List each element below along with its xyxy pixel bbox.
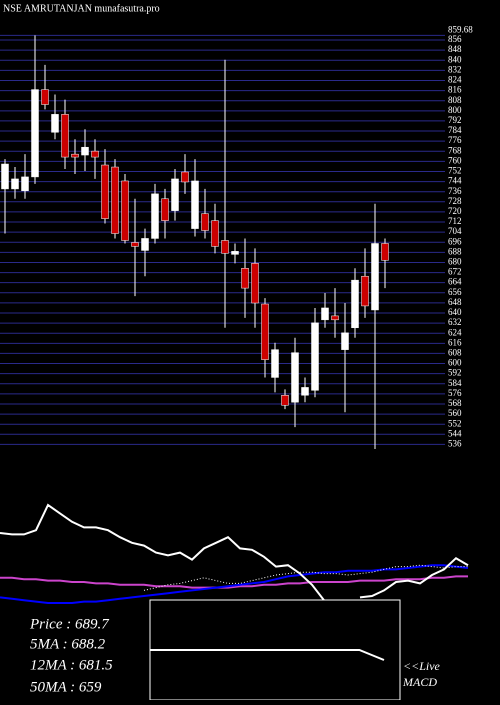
y-tick-label: 808: [448, 95, 462, 105]
candle-body: [61, 114, 69, 158]
y-tick-label: 672: [448, 267, 462, 277]
y-tick-label: 712: [448, 216, 462, 226]
indicator-line: [0, 575, 468, 589]
indicator-line: [0, 564, 469, 604]
candle-body: [31, 89, 39, 178]
candle-body: [121, 180, 129, 241]
y-tick-label: 848: [448, 44, 462, 54]
candle-body: [351, 279, 359, 329]
y-tick-label: 832: [448, 64, 462, 74]
candle-body: [301, 387, 309, 396]
y-tick-label: 816: [448, 85, 462, 95]
candle-body: [71, 153, 79, 158]
y-tick-label: 744: [448, 176, 462, 186]
y-tick-label: 568: [448, 398, 462, 408]
chart-title: NSE AMRUTANJAN munafasutra.pro: [3, 3, 160, 14]
y-tick-label: 624: [448, 327, 462, 337]
candle-body: [221, 240, 229, 254]
y-tick-label: 640: [448, 307, 462, 317]
y-tick-label: 840: [448, 54, 462, 64]
candle-body: [241, 268, 249, 289]
candle-body: [231, 251, 239, 255]
candle-body: [261, 303, 269, 360]
indicator-line: [143, 564, 468, 591]
y-tick-label: 560: [448, 408, 462, 418]
y-tick-label: 752: [448, 166, 462, 176]
y-tick-label: 760: [448, 155, 462, 165]
candle-body: [271, 349, 279, 378]
y-tick-label: 856: [448, 34, 462, 44]
candle-body: [141, 238, 149, 251]
candle-body: [1, 163, 9, 190]
info-50ma: 50MA : 659: [30, 679, 102, 695]
candle-body: [361, 275, 369, 307]
candle-body: [161, 198, 169, 221]
y-tick-label: 824: [448, 75, 462, 85]
y-tick-label: 592: [448, 368, 462, 378]
candle-body: [171, 178, 179, 211]
annotation: MACD: [402, 675, 437, 689]
candle-body: [21, 176, 29, 192]
candle-body: [291, 352, 299, 403]
y-tick-label: 859.68: [448, 24, 473, 34]
candle-body: [151, 193, 159, 239]
candle-body: [11, 178, 19, 190]
y-tick-label: 680: [448, 257, 462, 267]
candle-body: [101, 164, 109, 219]
y-tick-label: 536: [448, 438, 462, 448]
y-tick-label: 648: [448, 297, 462, 307]
candle-body: [321, 307, 329, 321]
candle-body: [311, 322, 319, 391]
candle-body: [111, 166, 119, 234]
info-price: Price : 689.7: [29, 616, 110, 632]
candle-body: [191, 180, 199, 229]
candle-body: [371, 243, 379, 311]
info-12ma: 12MA : 681.5: [30, 657, 113, 673]
y-tick-label: 696: [448, 236, 462, 246]
y-tick-label: 800: [448, 105, 462, 115]
annotation: <<Live: [403, 659, 441, 673]
candle-body: [51, 114, 59, 133]
candle-body: [281, 395, 289, 406]
y-tick-label: 720: [448, 206, 462, 216]
y-tick-label: 728: [448, 196, 462, 206]
y-tick-label: 736: [448, 186, 462, 196]
candle-body: [41, 89, 49, 105]
y-tick-label: 768: [448, 145, 462, 155]
y-tick-label: 608: [448, 347, 462, 357]
y-tick-label: 792: [448, 115, 462, 125]
indicator-panel: [0, 503, 469, 604]
info-5ma: 5MA : 688.2: [30, 636, 106, 652]
candle-body: [81, 146, 89, 156]
y-tick-label: 776: [448, 135, 462, 145]
candle-body: [211, 220, 219, 247]
y-tick-label: 576: [448, 388, 462, 398]
candle-body: [201, 213, 209, 231]
candle-panel: 859.688568488408328248168088007927847767…: [0, 24, 473, 449]
candle-body: [381, 243, 389, 261]
y-tick-label: 656: [448, 287, 462, 297]
indicator-line: [0, 503, 469, 601]
y-tick-label: 784: [448, 125, 462, 135]
y-tick-label: 632: [448, 317, 462, 327]
y-tick-label: 552: [448, 418, 462, 428]
candle-body: [331, 315, 339, 321]
y-tick-label: 616: [448, 337, 462, 347]
candle-body: [341, 332, 349, 350]
y-tick-label: 600: [448, 358, 462, 368]
y-tick-label: 688: [448, 246, 462, 256]
y-tick-label: 704: [448, 226, 462, 236]
candle-body: [91, 150, 99, 158]
y-tick-label: 584: [448, 378, 462, 388]
candle-body: [181, 171, 189, 183]
candle-body: [131, 242, 139, 247]
y-tick-label: 664: [448, 277, 462, 287]
macd-panel: [150, 649, 385, 661]
candle-body: [251, 263, 259, 304]
indicator-line: [150, 649, 385, 661]
y-tick-label: 544: [448, 428, 462, 438]
